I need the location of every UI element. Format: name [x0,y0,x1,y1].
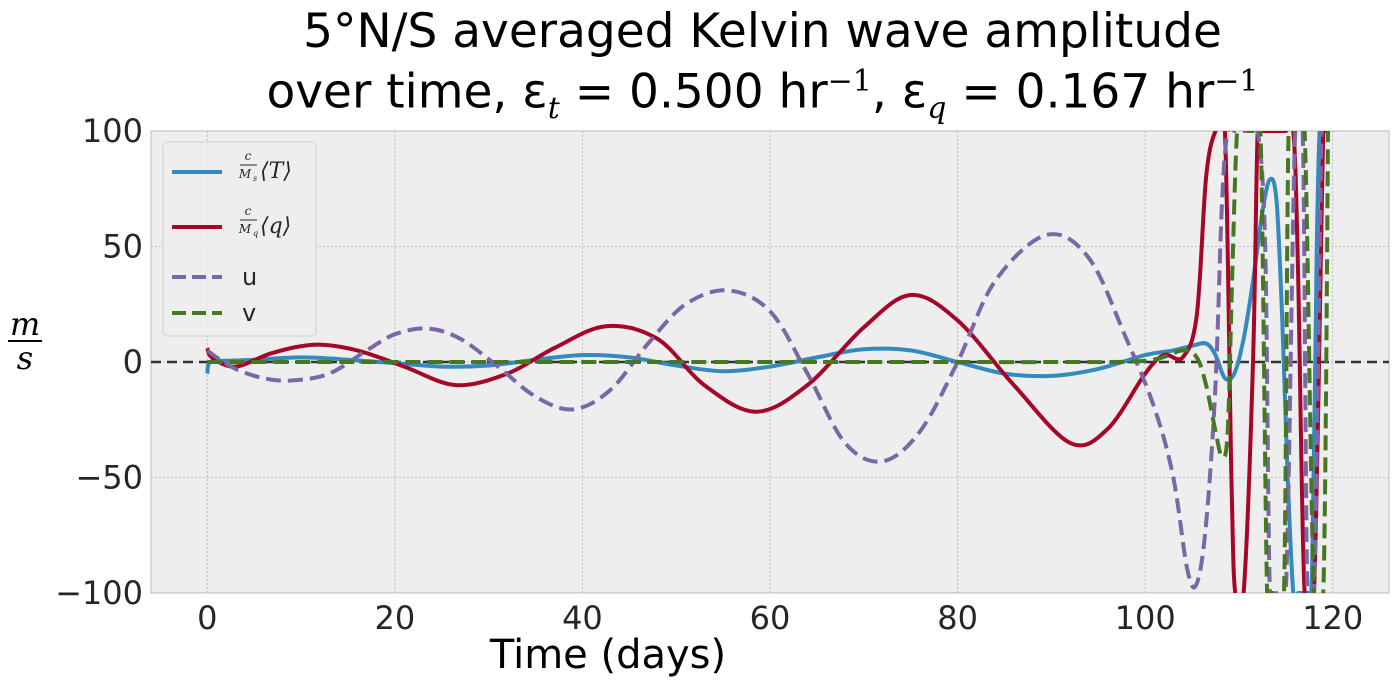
axis-ticks: 0 20 40 60 80 100 120 −100 −50 0 50 100 [55,112,1363,637]
x-tick-label: 120 [1302,599,1363,637]
chart-title-line-2: over time, εt = 0.500 hr−1, εq = 0.167 h… [266,64,1259,127]
y-axis-label: m s [8,305,42,377]
svg-text:s: s [253,174,257,183]
y-tick-label: −50 [75,459,143,497]
x-tick-label: 100 [1115,599,1176,637]
x-axis-label: Time (days) [489,632,726,678]
svg-text:⟨T⟩: ⟨T⟩ [260,159,292,184]
series-T [205,131,1325,593]
series-q [205,131,1329,593]
x-tick-label: 60 [750,599,791,637]
legend-label-v: v [242,299,256,327]
svg-text:M: M [238,222,252,236]
x-tick-label: 0 [197,599,217,637]
legend: c M s ⟨T⟩ c M q ⟨q⟩ u v [162,141,317,337]
y-tick-label: 50 [102,228,143,266]
series-group [205,131,1330,593]
x-tick-label: 80 [937,599,978,637]
series-u [206,131,1324,593]
legend-label-T: c M s ⟨T⟩ [238,149,292,184]
svg-text:⟨q⟩: ⟨q⟩ [260,214,291,239]
x-tick-label: 20 [374,599,415,637]
legend-label-q: c M q ⟨q⟩ [238,204,291,239]
x-tick-label: 40 [562,599,603,637]
chart-title-line-1: 5°N/S averaged Kelvin wave amplitude [303,4,1222,59]
svg-text:c: c [245,204,252,218]
y-tick-label: 0 [123,343,143,381]
svg-text:q: q [253,229,258,238]
series-v [207,131,1330,593]
grid-lines [151,130,1389,594]
legend-label-u: u [242,263,257,291]
y-tick-label: −100 [55,574,143,612]
svg-text:M: M [238,167,252,181]
y-tick-label: 100 [82,112,143,150]
svg-text:c: c [245,149,252,163]
